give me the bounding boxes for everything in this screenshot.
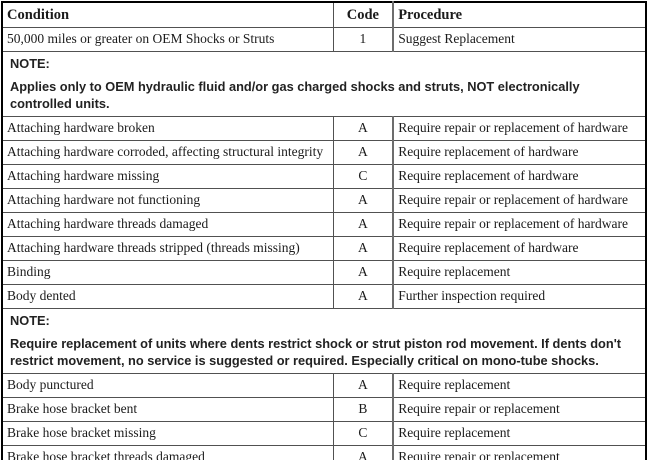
code-cell: 1 xyxy=(332,27,395,52)
table-row: Body dented A Further inspection required xyxy=(1,284,647,309)
condition-cell: Attaching hardware threads stripped (thr… xyxy=(1,236,334,261)
condition-cell: Attaching hardware missing xyxy=(1,164,334,189)
table-row: Brake hose bracket missing C Require repla… xyxy=(1,421,647,446)
note-text: Applies only to OEM hydraulic fluid and/… xyxy=(10,79,580,111)
note-text: Require replacement of units where dents… xyxy=(10,336,621,368)
condition-cell: 50,000 miles or greater on OEM Shocks or… xyxy=(1,27,334,52)
condition-cell: Attaching hardware not functioning xyxy=(1,188,334,213)
table-row: 50,000 miles or greater on OEM Shocks or… xyxy=(1,27,647,52)
procedure-cell: Suggest Replacement xyxy=(392,27,647,52)
table-row: Attaching hardware not functioning A Requi… xyxy=(1,188,647,213)
code-cell: A xyxy=(332,373,395,398)
table-row: Body punctured A Require replacement xyxy=(1,373,647,398)
header-procedure: Procedure xyxy=(392,1,647,28)
condition-cell: Brake hose bracket bent xyxy=(1,397,334,422)
table-row: Binding A Require replacement xyxy=(1,260,647,285)
procedure-cell: Require repair or replacement of hardwar… xyxy=(392,116,647,141)
table-header-row: Condition Code Procedure xyxy=(1,1,647,28)
procedure-cell: Require replacement xyxy=(392,260,647,285)
procedure-cell: Require replacement of hardware xyxy=(392,164,647,189)
code-cell: A xyxy=(332,212,395,237)
code-cell: A xyxy=(332,116,395,141)
procedure-cell: Require replacement of hardware xyxy=(392,140,647,165)
procedure-cell: Further inspection required xyxy=(392,284,647,309)
code-cell: A xyxy=(332,260,395,285)
procedure-cell: Require repair or replacement xyxy=(392,445,647,460)
code-cell: A xyxy=(332,188,395,213)
procedure-cell: Require replacement xyxy=(392,373,647,398)
code-cell: A xyxy=(332,284,395,309)
header-code: Code xyxy=(332,1,395,28)
procedure-cell: Require replacement xyxy=(392,421,647,446)
table-row: Attaching hardware threads stripped (thr… xyxy=(1,236,647,261)
condition-cell: Body punctured xyxy=(1,373,334,398)
table-row: Attaching hardware threads damaged A Requi… xyxy=(1,212,647,237)
procedure-cell: Require repair or replacement xyxy=(392,397,647,422)
table-row: Attaching hardware broken A Require repair… xyxy=(1,116,647,141)
table-body: 50,000 miles or greater on OEM Shocks or… xyxy=(1,27,647,460)
note-cell: NOTE: Require replacement of units where … xyxy=(1,308,647,374)
condition-cell: Brake hose bracket threads damaged xyxy=(1,445,334,460)
condition-cell: Attaching hardware broken xyxy=(1,116,334,141)
condition-cell: Body dented xyxy=(1,284,334,309)
note-row: NOTE: Require replacement of units where … xyxy=(1,308,647,374)
condition-cell: Binding xyxy=(1,260,334,285)
procedure-cell: Require repair or replacement of hardwar… xyxy=(392,212,647,237)
table-row: Attaching hardware missing C Require repla… xyxy=(1,164,647,189)
procedure-cell: Require repair or replacement of hardwar… xyxy=(392,188,647,213)
note-label: NOTE: xyxy=(10,56,50,71)
code-cell: C xyxy=(332,421,395,446)
table-row: Brake hose bracket bent B Require repair o… xyxy=(1,397,647,422)
procedure-cell: Require replacement of hardware xyxy=(392,236,647,261)
code-cell: B xyxy=(332,397,395,422)
header-condition: Condition xyxy=(1,1,334,28)
condition-cell: Brake hose bracket missing xyxy=(1,421,334,446)
table-row: Attaching hardware corroded, affecting s… xyxy=(1,140,647,165)
condition-cell: Attaching hardware corroded, affecting s… xyxy=(1,140,334,165)
code-cell: C xyxy=(332,164,395,189)
code-cell: A xyxy=(332,445,395,460)
code-cell: A xyxy=(332,140,395,165)
note-row: NOTE: Applies only to OEM hydraulic fluid… xyxy=(1,51,647,117)
table-row: Brake hose bracket threads damaged A Requi… xyxy=(1,445,647,460)
condition-cell: Attaching hardware threads damaged xyxy=(1,212,334,237)
note-cell: NOTE: Applies only to OEM hydraulic fluid… xyxy=(1,51,647,117)
note-label: NOTE: xyxy=(10,313,50,328)
code-cell: A xyxy=(332,236,395,261)
